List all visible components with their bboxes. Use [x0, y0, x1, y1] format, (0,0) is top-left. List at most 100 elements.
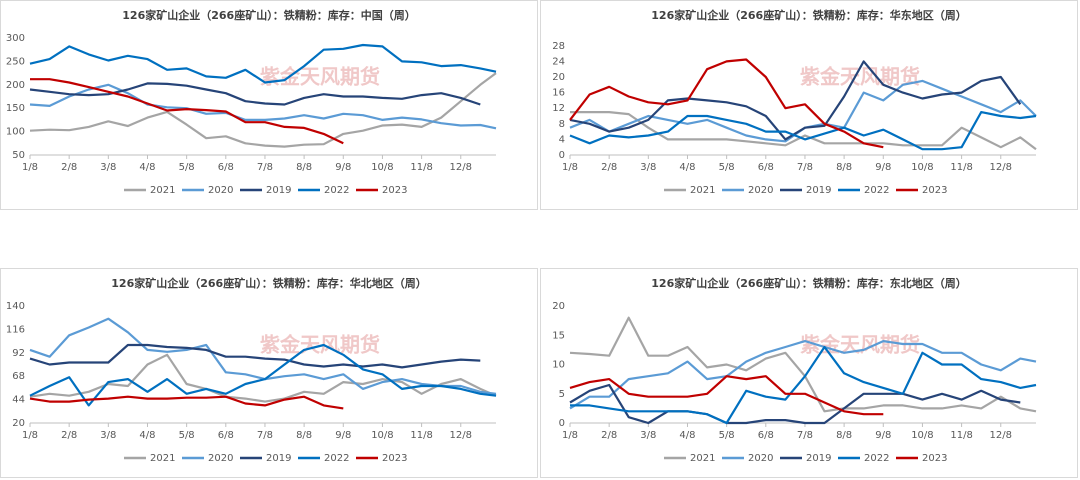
series-line: [569, 111, 1037, 151]
legend-label: 2021: [150, 453, 175, 464]
y-tick-label: 250: [6, 56, 25, 67]
series-line: [29, 82, 481, 106]
x-tick-label: 3/8: [640, 430, 656, 441]
y-tick-label: 24: [552, 56, 565, 67]
panel-border: [540, 268, 1078, 478]
series-line: [29, 353, 497, 403]
x-tick-label: 11/8: [950, 162, 972, 173]
panel-border: [540, 0, 1078, 210]
chart-title: 126家矿山企业（266座矿山）：铁精粉：库存：东北地区（周）: [651, 276, 966, 290]
chart-panel: 126家矿山企业（266座矿山）：铁精粉：库存：华东地区（周）紫金天风期货048…: [540, 0, 1078, 210]
y-tick-label: 20: [552, 72, 565, 83]
x-tick-label: 7/8: [797, 162, 813, 173]
series-line: [29, 72, 497, 148]
x-tick-label: 1/8: [562, 430, 578, 441]
legend-label: 2023: [382, 185, 407, 196]
y-tick-label: 300: [6, 33, 25, 44]
x-tick-label: 9/8: [875, 430, 891, 441]
series-line: [569, 383, 1021, 425]
legend-label: 2019: [266, 185, 291, 196]
y-tick-label: 0: [559, 150, 565, 161]
x-tick-label: 8/8: [296, 430, 312, 441]
series-line: [569, 340, 1037, 410]
x-tick-label: 1/8: [562, 162, 578, 173]
legend-label: 2022: [324, 185, 349, 196]
watermark: 紫金天风期货: [260, 333, 380, 357]
x-tick-label: 4/8: [679, 430, 695, 441]
x-tick-label: 8/8: [836, 162, 852, 173]
legend-label: 2019: [806, 453, 831, 464]
legend-label: 2021: [690, 185, 715, 196]
x-tick-label: 12/8: [990, 162, 1012, 173]
series-line: [570, 345, 1037, 425]
series-line: [30, 78, 344, 145]
x-tick-label: 6/8: [218, 430, 234, 441]
y-tick-label: 116: [6, 324, 25, 335]
chart-panel: 126家矿山企业（266座矿山）：铁精粉：库存：东北地区（周）紫金天风期货051…: [540, 268, 1078, 478]
series-line: [569, 375, 884, 416]
y-tick-label: 140: [6, 301, 25, 312]
x-tick-label: 2/8: [601, 430, 617, 441]
x-tick-label: 9/8: [335, 430, 351, 441]
y-tick-label: 0: [559, 418, 565, 429]
x-tick-label: 9/8: [335, 162, 351, 173]
x-tick-label: 11/8: [410, 162, 432, 173]
legend-label: 2023: [922, 185, 947, 196]
series-line: [569, 58, 884, 149]
x-tick-label: 4/8: [679, 162, 695, 173]
x-tick-label: 10/8: [371, 162, 393, 173]
x-tick-label: 2/8: [61, 162, 77, 173]
x-tick-label: 12/8: [450, 162, 472, 173]
y-tick-label: 16: [552, 88, 565, 99]
legend-label: 2021: [690, 453, 715, 464]
x-tick-label: 2/8: [61, 430, 77, 441]
y-tick-label: 68: [12, 371, 25, 382]
series-line: [569, 60, 1022, 141]
panel-border: [0, 268, 538, 478]
x-tick-label: 1/8: [22, 430, 38, 441]
legend-label: 2020: [748, 453, 773, 464]
x-tick-label: 9/8: [875, 162, 891, 173]
legend-label: 2023: [382, 453, 407, 464]
legend-label: 2022: [864, 185, 889, 196]
x-tick-label: 4/8: [139, 430, 155, 441]
series-line: [29, 83, 497, 130]
x-tick-label: 10/8: [371, 430, 393, 441]
y-tick-label: 150: [6, 103, 25, 114]
legend-label: 2020: [208, 453, 233, 464]
x-tick-label: 5/8: [719, 162, 735, 173]
x-tick-label: 8/8: [836, 430, 852, 441]
x-tick-label: 3/8: [100, 430, 116, 441]
chart-title: 126家矿山企业（266座矿山）：铁精粉：库存：中国（周）: [122, 8, 415, 22]
y-tick-label: 8: [559, 119, 565, 130]
x-tick-label: 10/8: [911, 430, 933, 441]
legend-label: 2021: [150, 185, 175, 196]
legend-label: 2023: [922, 453, 947, 464]
legend-label: 2019: [266, 453, 291, 464]
series-line: [29, 43, 497, 84]
x-tick-label: 7/8: [257, 162, 273, 173]
chart-title: 126家矿山企业（266座矿山）：铁精粉：库存：华东地区（周）: [651, 8, 966, 22]
x-tick-label: 5/8: [179, 430, 195, 441]
x-tick-label: 6/8: [758, 162, 774, 173]
x-tick-label: 6/8: [218, 162, 234, 173]
x-tick-label: 7/8: [257, 430, 273, 441]
x-tick-label: 1/8: [22, 162, 38, 173]
series-line: [29, 343, 481, 369]
y-tick-label: 10: [552, 360, 565, 371]
chart-panel: 126家矿山企业（266座矿山）：铁精粉：库存：华北地区（周） 紫金天风期货 20 4…: [0, 268, 538, 478]
x-tick-label: 6/8: [758, 430, 774, 441]
chart-title: 126家矿山企业（266座矿山）：铁精粉：库存：华北地区（周）: [111, 276, 426, 290]
y-tick-label: 15: [552, 330, 565, 341]
x-tick-label: 10/8: [911, 162, 933, 173]
legend-label: 2022: [324, 453, 349, 464]
y-tick-label: 12: [552, 103, 565, 114]
series-line: [29, 343, 497, 407]
x-tick-label: 3/8: [640, 162, 656, 173]
y-tick-label: 100: [6, 127, 25, 138]
legend-label: 2022: [864, 453, 889, 464]
x-tick-label: 2/8: [601, 162, 617, 173]
y-tick-label: 50: [12, 150, 25, 161]
x-tick-label: 11/8: [410, 430, 432, 441]
